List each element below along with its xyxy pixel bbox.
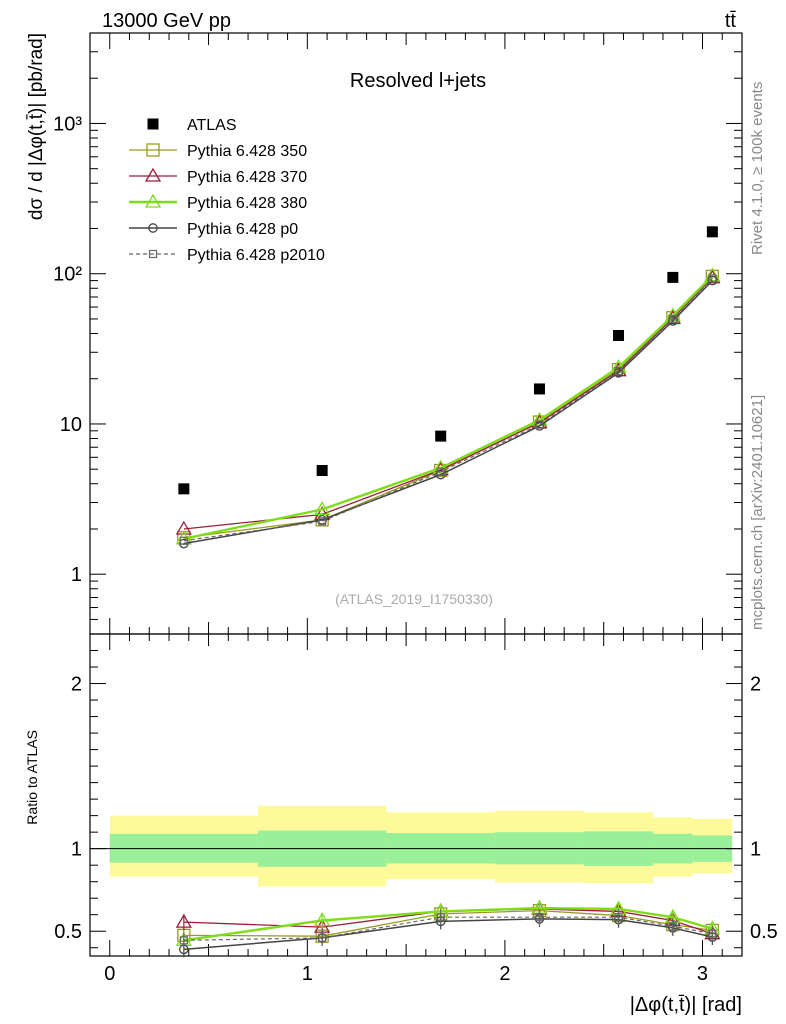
legend-marker-p0 bbox=[148, 223, 158, 233]
point-p2010 bbox=[668, 314, 677, 324]
point-p2010 bbox=[614, 366, 623, 376]
y-tick-label: 0.5 bbox=[54, 921, 82, 943]
series-line-p350 bbox=[183, 275, 713, 539]
ratio-point-p2010 bbox=[318, 933, 327, 942]
point-p0 bbox=[613, 367, 624, 378]
data-point-atlas bbox=[316, 465, 328, 477]
ratio-point-p2010 bbox=[535, 913, 544, 922]
point-p0 bbox=[178, 538, 189, 549]
point-p0 bbox=[667, 316, 678, 326]
series-line-p2010 bbox=[183, 278, 713, 542]
ratio-point-p2010 bbox=[436, 913, 445, 922]
ratio-line-p0 bbox=[183, 918, 713, 951]
point-p0 bbox=[317, 515, 328, 525]
legend-marker-atlas bbox=[147, 118, 159, 130]
legend-marker-p350 bbox=[146, 143, 160, 157]
legend-label: Pythia 6.428 p2010 bbox=[187, 247, 325, 264]
point-p380 bbox=[432, 459, 449, 474]
data-point-atlas bbox=[706, 226, 718, 238]
y-tick-label: 1 bbox=[71, 564, 82, 586]
ratio-point-p2010 bbox=[179, 936, 188, 945]
side-label-top: Rivet 4.1.0, ≥ 100k events bbox=[749, 82, 766, 255]
y-tick-label-right: 2 bbox=[750, 674, 761, 696]
x-tick-label: 2 bbox=[499, 963, 510, 985]
energy-label: 13000 GeV pp bbox=[102, 10, 231, 32]
point-p380 bbox=[314, 501, 331, 516]
point-p2010 bbox=[708, 274, 717, 283]
analysis-id: (ATLAS_2019_I1750330) bbox=[335, 591, 493, 607]
series-line-p380 bbox=[183, 274, 714, 540]
side-label-bottom: mcplots.cern.ch [arXiv:2401.10621] bbox=[749, 395, 766, 630]
legend-label: Pythia 6.428 380 bbox=[187, 195, 307, 212]
ratio-point-p2010 bbox=[708, 929, 717, 938]
y-tick-label: 2 bbox=[71, 674, 82, 696]
ratio-point-p380 bbox=[314, 912, 331, 927]
data-point-atlas bbox=[178, 483, 190, 495]
legend-label: Pythia 6.428 350 bbox=[187, 143, 307, 160]
y-tick-label-right: 0.5 bbox=[750, 921, 778, 943]
legend-marker-p370 bbox=[144, 167, 162, 182]
main-panel: Resolved l+jets (ATLAS_2019_I1750330) dσ… bbox=[26, 32, 743, 635]
point-p2010 bbox=[179, 536, 188, 545]
point-p0 bbox=[435, 469, 446, 480]
ratio-frame bbox=[89, 633, 743, 957]
process-label: tt̄ bbox=[725, 10, 737, 32]
series-line-p0 bbox=[183, 280, 713, 545]
legend-marker-p380 bbox=[144, 193, 162, 208]
ratio-point-p2010 bbox=[668, 922, 677, 931]
x-tick-label: 0 bbox=[104, 963, 115, 985]
x-tick-label: 3 bbox=[697, 963, 708, 985]
y-tick-label: 10² bbox=[53, 264, 82, 286]
data-point-atlas bbox=[667, 271, 679, 283]
chart-title: Resolved l+jets bbox=[350, 70, 486, 92]
x-tick-label: 1 bbox=[302, 963, 313, 985]
legend-label: Pythia 6.428 370 bbox=[187, 169, 307, 186]
data-point-atlas bbox=[533, 383, 545, 395]
legend: ATLAS Pythia 6.428 350 Pythia 6.428 370 Pyt… bbox=[129, 117, 325, 264]
ratio-point-p370 bbox=[175, 913, 192, 928]
x-axis-label: |Δφ(t,t̄)| [rad] bbox=[630, 994, 742, 1016]
point-p2010 bbox=[535, 420, 544, 429]
point-p2010 bbox=[318, 517, 327, 526]
point-p370 bbox=[175, 520, 192, 535]
y-tick-label: 10³ bbox=[53, 113, 82, 135]
y-tick-label-right: 1 bbox=[750, 839, 761, 861]
point-p0 bbox=[534, 421, 545, 431]
ratio-point-p2010 bbox=[614, 913, 623, 922]
data-point-atlas bbox=[435, 430, 447, 442]
legend-label: ATLAS bbox=[187, 117, 237, 134]
point-p2010 bbox=[436, 467, 445, 476]
data-point-atlas bbox=[613, 329, 625, 341]
legend-label: Pythia 6.428 p0 bbox=[187, 221, 298, 238]
ratio-y-axis-label: Ratio to ATLAS bbox=[24, 730, 40, 825]
point-p0 bbox=[707, 275, 718, 286]
y-tick-label: 10 bbox=[60, 414, 82, 436]
y-tick-label: 1 bbox=[71, 839, 82, 861]
series-line-p370 bbox=[183, 277, 713, 530]
main-y-axis-label: dσ / d |Δφ(t,t̄)| [pb/rad] bbox=[26, 33, 47, 220]
ratio-panel: Ratio to ATLAS |Δφ(t,t̄)| [rad] 0 1 2 3 0.5 0… bbox=[24, 633, 778, 1016]
legend-marker-p2010 bbox=[148, 249, 158, 259]
